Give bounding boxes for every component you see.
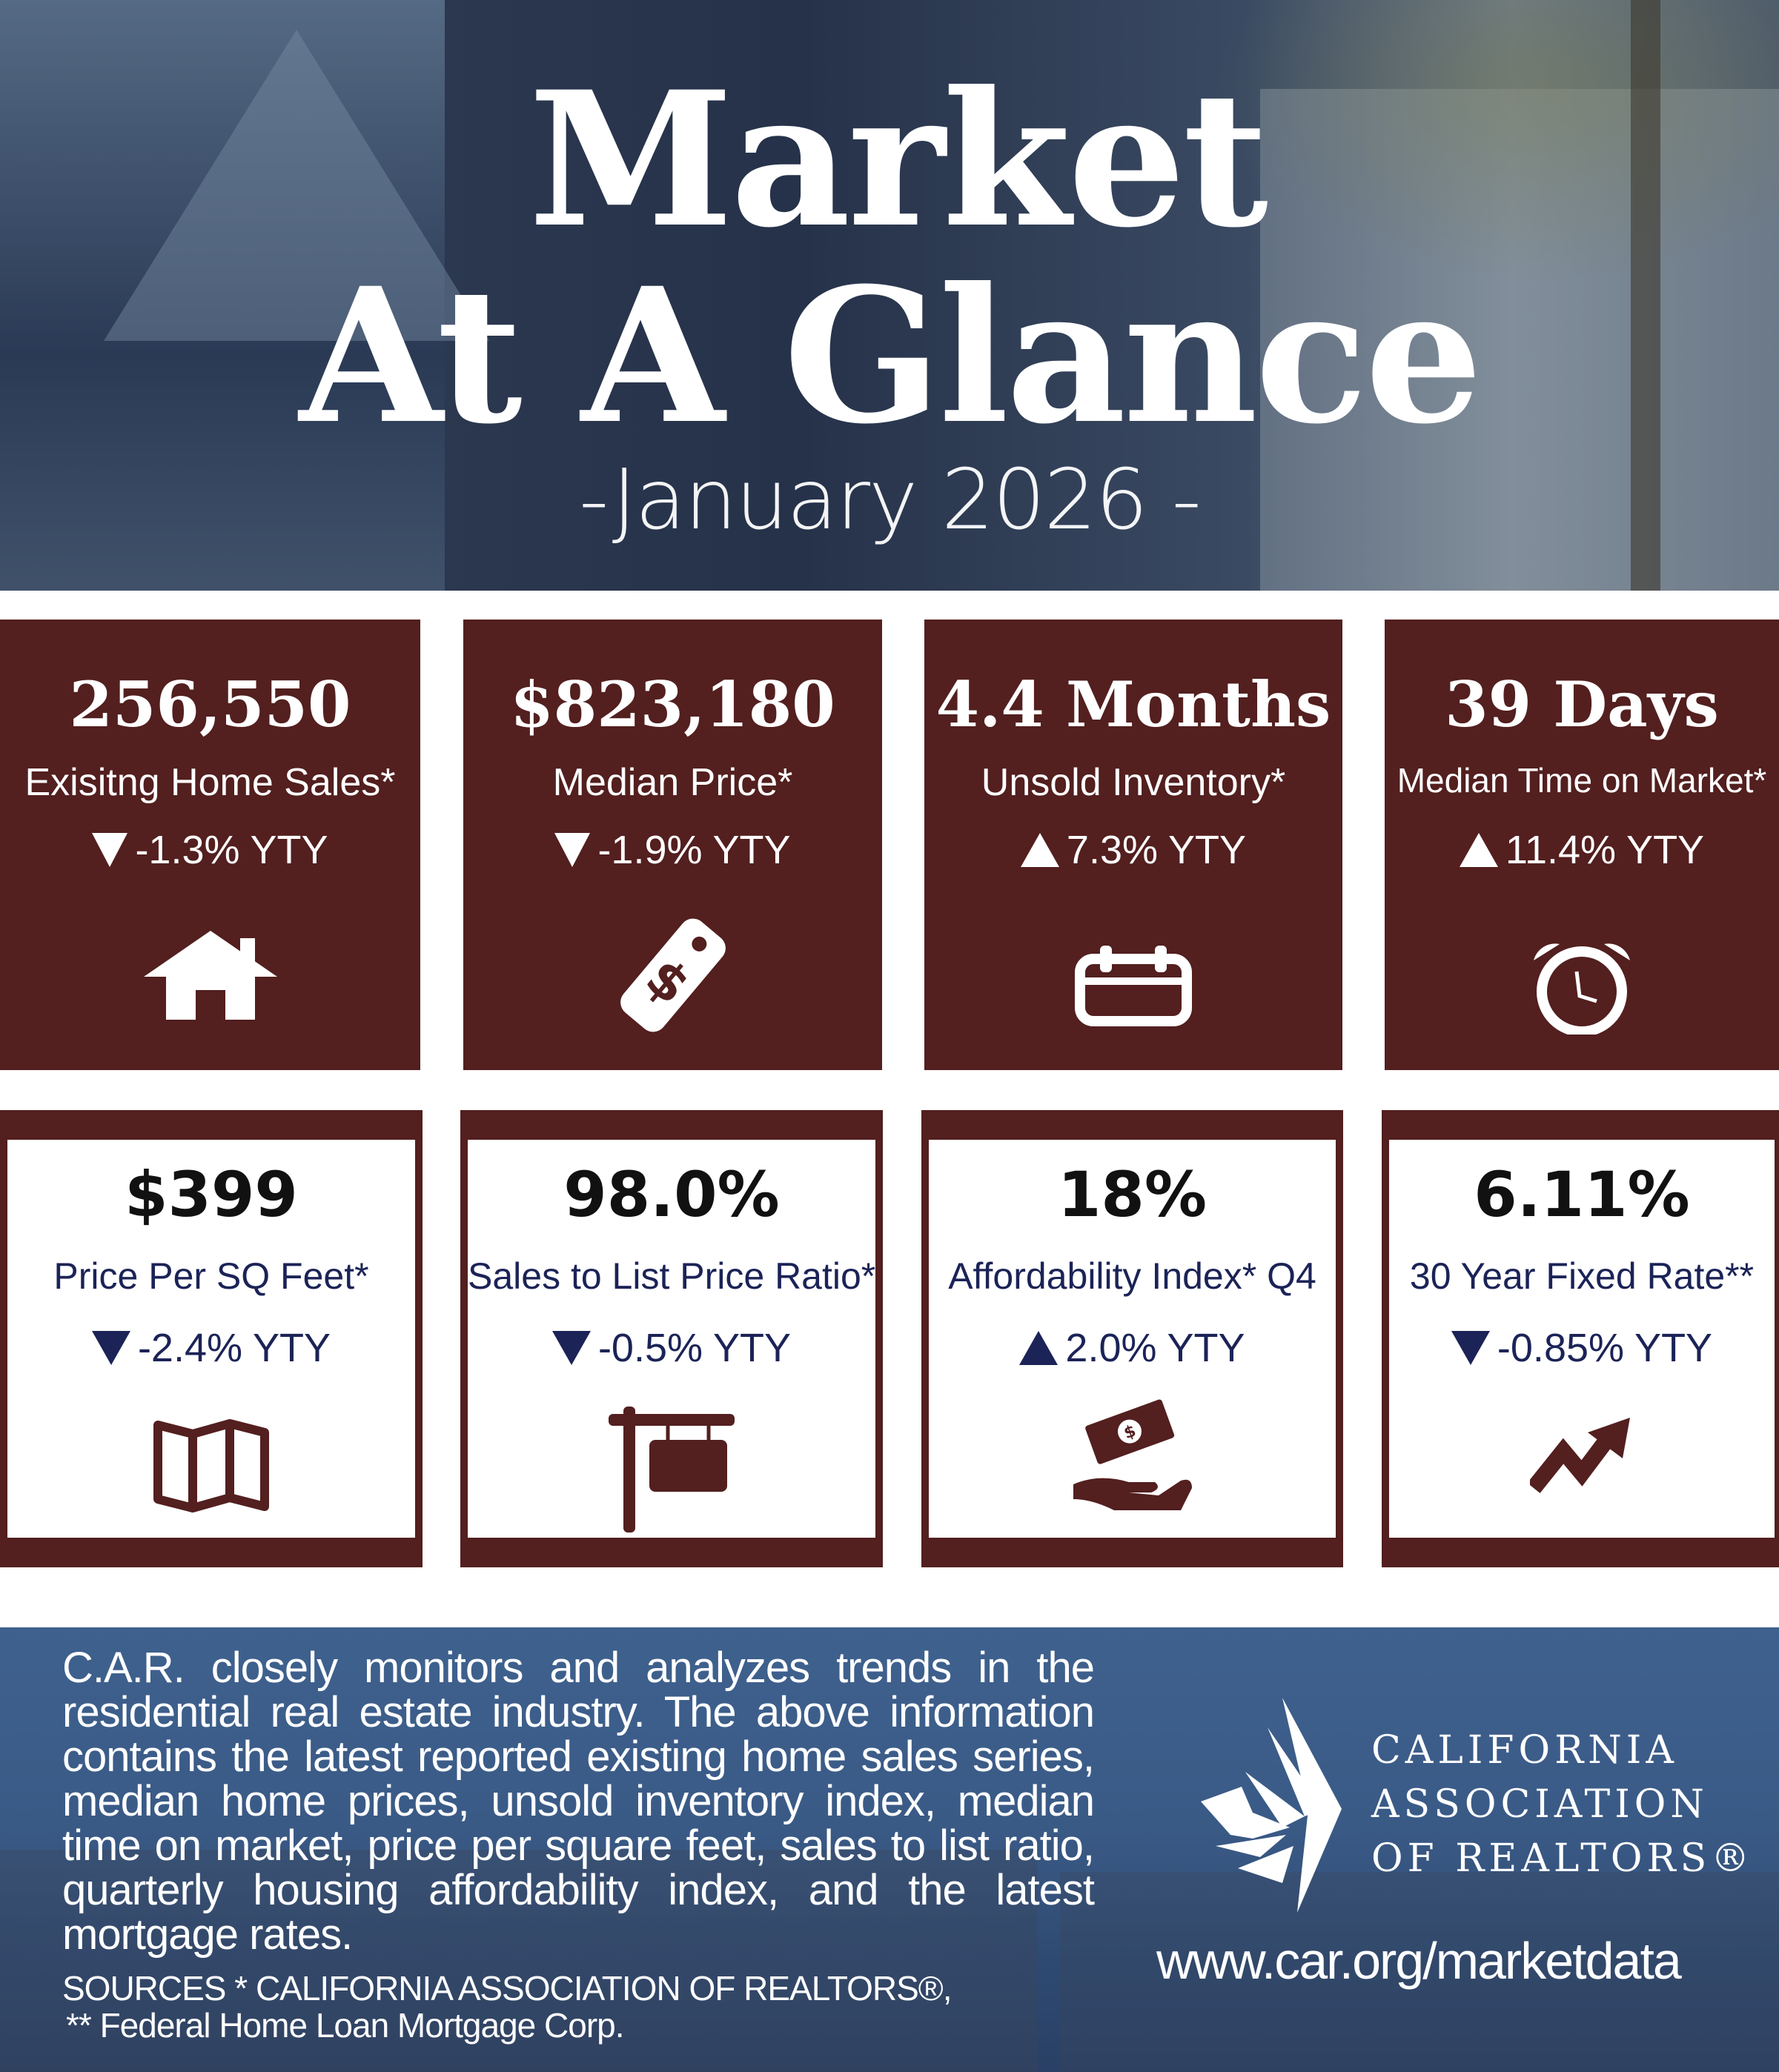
price-tag-icon: $ (620, 918, 726, 1032)
car-logo-icon (1201, 1698, 1342, 1913)
change-text: 2.0% YTY (1065, 1326, 1245, 1370)
description-text: C.A.R. closely monitors and analyzes tre… (62, 1644, 1095, 1959)
sources: SOURCES * CALIFORNIA ASSOCIATION OF REAL… (62, 1969, 952, 2045)
stat-change: 7.3% YTY (924, 827, 1342, 873)
stat-card-time-on-market: 39 Days Median Time on Market* 11.4% YTY (1385, 620, 1779, 1070)
stat-label: Unsold Inventory* (981, 761, 1286, 804)
stat-card-price-per-sqft: $399 Price Per SQ Feet* -2.4% YTY (0, 1110, 423, 1567)
report-date: -January 2026 - (579, 452, 1202, 548)
change-text: -1.9% YTY (597, 828, 791, 872)
stat-label: Price Per SQ Feet* (53, 1255, 369, 1297)
arrow-down-icon (91, 1331, 130, 1365)
stat-value: 39 Days (1445, 668, 1719, 741)
stat-value: 98.0% (563, 1158, 780, 1231)
stat-card-home-sales: 256,550 Exisitng Home Sales* -1.3% YTY (0, 620, 420, 1070)
source-line: SOURCES * CALIFORNIA ASSOCIATION OF REAL… (62, 1969, 952, 2008)
stat-value: $399 (125, 1158, 298, 1231)
arrow-up-icon (1459, 833, 1498, 867)
stat-card-median-price: $823,180 Median Price* -1.9% YTY $ (463, 620, 882, 1070)
stat-label: Affordability Index* Q4 (948, 1255, 1316, 1297)
stat-label: 30 Year Fixed Rate** (1409, 1255, 1755, 1297)
house-wall (1260, 89, 1779, 591)
change-text: 11.4% YTY (1505, 828, 1705, 872)
logo-line: OF REALTORS® (1371, 1836, 1755, 1881)
stat-value: $823,180 (510, 668, 835, 741)
stat-value: 4.4 Months (935, 668, 1331, 741)
stat-card-affordability: 18% Affordability Index* Q4 2.0% YTY $ (921, 1110, 1343, 1567)
stat-label: Median Price* (552, 761, 793, 804)
stat-change: -1.9% YTY (463, 827, 882, 873)
website-link[interactable]: www.car.org/marketdata (1156, 1932, 1682, 1990)
stat-change: -0.5% YTY (468, 1325, 875, 1371)
tree-trunk (1631, 0, 1660, 591)
footer: C.A.R. closely monitors and analyzes tre… (0, 1627, 1779, 2072)
stat-value: 18% (1057, 1158, 1207, 1231)
alarm-clock-icon (1534, 943, 1630, 1035)
arrow-down-icon (1451, 1331, 1490, 1365)
source-line: ** Federal Home Loan Mortgage Corp. (66, 2006, 625, 2045)
stat-change: 2.0% YTY (929, 1325, 1336, 1371)
hand-money-icon: $ (1073, 1399, 1192, 1510)
house-icon (143, 931, 277, 1020)
tree-leaves (1186, 0, 1779, 296)
trend-arrow-icon (1530, 1418, 1630, 1493)
logo-line: CALIFORNIA (1371, 1728, 1678, 1773)
change-text: 7.3% YTY (1066, 828, 1247, 872)
change-text: -2.4% YTY (137, 1326, 331, 1370)
arrow-up-icon (1020, 833, 1059, 867)
car-logo-text: CALIFORNIA ASSOCIATION OF REALTORS® (1371, 1724, 1754, 1886)
stat-label: Sales to List Price Ratio* (468, 1255, 876, 1297)
arrow-up-icon (1019, 1331, 1059, 1365)
stat-change: -0.85% YTY (1389, 1325, 1775, 1371)
change-text: -1.3% YTY (135, 828, 328, 872)
stat-card-unsold-inventory: 4.4 Months Unsold Inventory* 7.3% YTY (924, 620, 1342, 1070)
for-sale-sign-icon (609, 1407, 735, 1533)
stat-label: Exisitng Home Sales* (24, 761, 396, 804)
stat-card-sales-to-list: 98.0% Sales to List Price Ratio* -0.5% Y… (460, 1110, 883, 1567)
stat-card-fixed-rate: 6.11% 30 Year Fixed Rate** -0.85% YTY (1382, 1110, 1779, 1567)
stat-change: -1.3% YTY (0, 827, 420, 873)
building-background (0, 1850, 1038, 2072)
change-text: -0.85% YTY (1497, 1326, 1713, 1370)
stat-change: 11.4% YTY (1385, 827, 1779, 873)
stat-change: -2.4% YTY (7, 1325, 415, 1371)
stat-value: 256,550 (69, 668, 351, 741)
stat-label: Median Time on Market* (1397, 761, 1767, 800)
logo-line: ASSOCIATION (1371, 1782, 1709, 1827)
change-text: -0.5% YTY (597, 1326, 792, 1370)
roof-shape (104, 30, 489, 341)
page-title-line1: Market (528, 50, 1268, 268)
house-background (0, 0, 445, 591)
arrow-down-icon (92, 833, 128, 867)
building-background (1060, 1872, 1779, 2072)
page-title-line2: At A Glance (299, 247, 1483, 465)
calendar-icon (1075, 946, 1192, 1026)
stat-value: 6.11% (1474, 1158, 1690, 1231)
hero-banner: Market At A Glance -January 2026 - (0, 0, 1779, 591)
arrow-down-icon (554, 833, 591, 867)
map-icon (153, 1419, 269, 1513)
arrow-down-icon (551, 1331, 591, 1365)
